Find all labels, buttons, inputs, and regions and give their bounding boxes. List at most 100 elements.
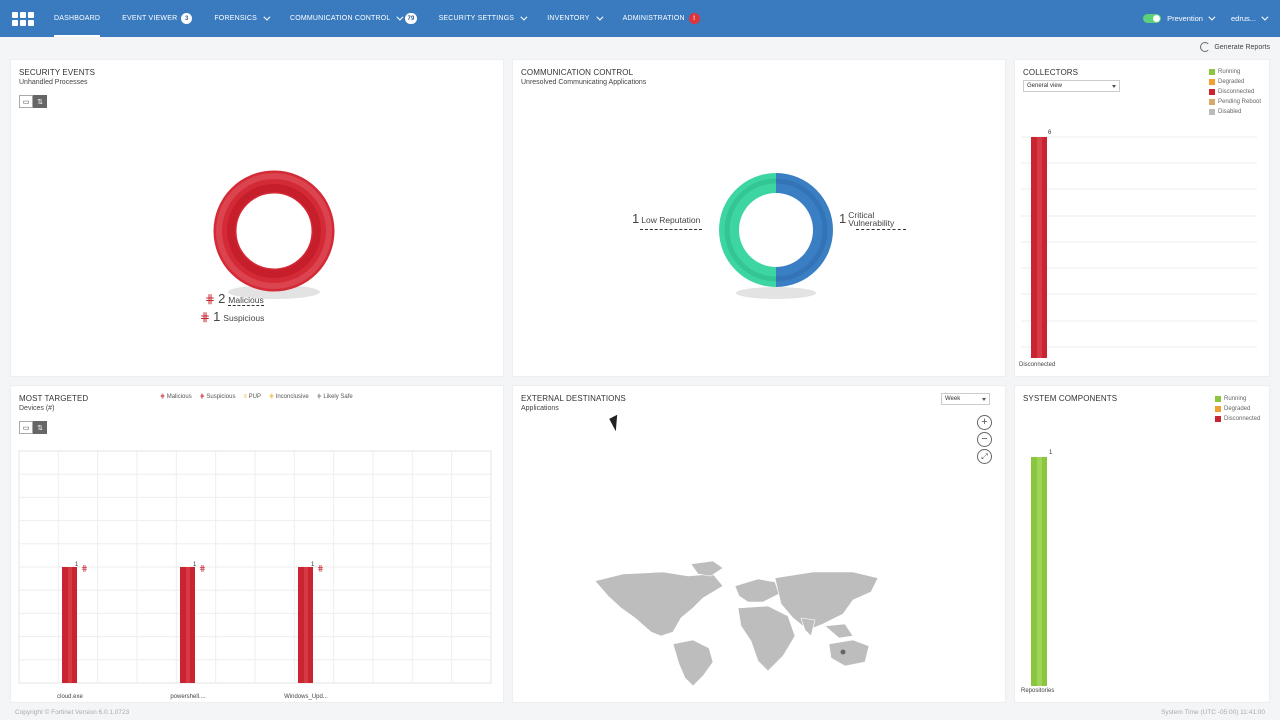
collectors-view-select[interactable]: General view bbox=[1023, 80, 1120, 92]
low-reputation-label[interactable]: 1 Low Reputation bbox=[632, 211, 701, 226]
legend-degraded: Degraded bbox=[1215, 404, 1260, 414]
copyright-text: Copyright © Fortinet Version 6.0.1.0723 bbox=[15, 709, 130, 716]
bug-suspicious-icon: ⋕ bbox=[199, 394, 205, 400]
bar-value-label: 1 bbox=[193, 562, 197, 568]
system-components-legend: Running Degraded Disconnected bbox=[1215, 394, 1260, 424]
device-label[interactable]: Windows_Upd... bbox=[284, 694, 328, 700]
chevron-down-icon bbox=[1208, 13, 1216, 21]
australia bbox=[828, 639, 870, 667]
destination-marker-icon[interactable] bbox=[840, 649, 846, 655]
system-time: System Time (UTC -05:00) 11:41:00 bbox=[1161, 709, 1265, 716]
bar-category-label: Repositories bbox=[1021, 688, 1055, 694]
chevron-down-icon bbox=[1261, 13, 1269, 21]
collectors-panel: COLLECTORS General view Running Degraded… bbox=[1014, 59, 1270, 377]
user-menu[interactable]: edrus... bbox=[1231, 13, 1269, 23]
process-view-icon[interactable]: ⇅ bbox=[33, 95, 47, 108]
system-components-chart bbox=[1031, 457, 1047, 686]
security-events-panel: SECURITY EVENTS Unhandled Processes ▭ ⇅ … bbox=[10, 59, 504, 377]
device-label[interactable]: powershell.... bbox=[170, 694, 206, 700]
panel-title: COMMUNICATION CONTROL bbox=[521, 68, 634, 77]
panel-title: COLLECTORS bbox=[1023, 68, 1079, 77]
bar-highlight bbox=[68, 567, 72, 683]
bar-value-label: 1 bbox=[1049, 450, 1053, 456]
asia bbox=[774, 571, 879, 631]
legend-disconnected: Disconnected bbox=[1209, 87, 1261, 97]
bug-suspicious-icon: ⋕ bbox=[200, 310, 211, 324]
event-viewer-badge: 3 bbox=[181, 13, 193, 24]
legend-disconnected: Disconnected bbox=[1215, 414, 1260, 424]
computer-view-icon[interactable]: ▭ bbox=[19, 95, 33, 108]
nav-administration[interactable]: ADMINISTRATION! bbox=[623, 0, 700, 37]
malicious-ring[interactable] bbox=[213, 170, 335, 292]
critical-vulnerability-label[interactable]: 1 Critical Vulnerability bbox=[839, 210, 895, 228]
bar-value-label: 6 bbox=[1048, 130, 1052, 136]
collectors-chart bbox=[1021, 136, 1257, 358]
legend-running: Running bbox=[1209, 67, 1261, 77]
bar-value-label: 1 bbox=[75, 562, 79, 568]
southeast-asia bbox=[824, 623, 854, 639]
bar-highlight bbox=[186, 567, 190, 683]
communication-donut bbox=[719, 173, 833, 299]
bug-malicious-icon: ⋕ bbox=[81, 564, 88, 573]
dropdown-arrow-icon bbox=[1112, 84, 1116, 88]
chevron-down-icon bbox=[595, 13, 604, 21]
bar-category-label: Disconnected bbox=[1019, 362, 1056, 368]
panel-subtitle: Devices (#) bbox=[19, 405, 55, 412]
legend-malicious[interactable]: ⋕ Malicious bbox=[160, 394, 192, 400]
legend-running: Running bbox=[1215, 394, 1260, 404]
nav-inventory[interactable]: INVENTORY bbox=[547, 0, 604, 37]
zoom-in-icon[interactable]: + bbox=[977, 415, 992, 430]
top-nav-bar: DASHBOARD EVENT VIEWER 3 FORENSICS COMMUN… bbox=[0, 0, 1280, 37]
generate-reports-button[interactable]: Generate Reports bbox=[1200, 42, 1270, 52]
view-toggle: ▭ ⇅ bbox=[19, 421, 47, 434]
device-label[interactable]: cloud.exe bbox=[57, 694, 83, 700]
communication-control-panel: COMMUNICATION CONTROL Unresolved Communi… bbox=[512, 59, 1006, 377]
pup-icon: ≡ bbox=[243, 393, 247, 400]
panel-title: SECURITY EVENTS bbox=[19, 68, 96, 77]
world-map[interactable] bbox=[513, 386, 1007, 704]
collectors-legend: Running Degraded Disconnected Pending Re… bbox=[1209, 67, 1261, 117]
fortinet-logo-icon[interactable] bbox=[12, 11, 34, 26]
legend-inconclusive[interactable]: ⋕ Inconclusive bbox=[268, 394, 309, 400]
nav-dashboard[interactable]: DASHBOARD bbox=[54, 0, 101, 37]
administration-alert-badge: ! bbox=[688, 13, 700, 24]
legend-likely-safe[interactable]: ⋕ Likely Safe bbox=[316, 394, 353, 400]
likely-safe-icon: ⋕ bbox=[316, 394, 322, 400]
legend-degraded: Degraded bbox=[1209, 77, 1261, 87]
inconclusive-icon: ⋕ bbox=[268, 394, 274, 400]
donut-shadow bbox=[228, 285, 320, 299]
bar-highlight bbox=[304, 567, 308, 683]
prevention-mode-toggle[interactable]: Prevention bbox=[1143, 13, 1216, 23]
malicious-summary[interactable]: ⋕ 2 Malicious bbox=[205, 291, 264, 306]
legend-disabled: Disabled bbox=[1209, 107, 1261, 117]
greenland bbox=[690, 560, 724, 577]
chevron-down-icon bbox=[396, 13, 404, 21]
nav-communication-control[interactable]: COMMUNICATION CONTROL 79 bbox=[289, 13, 417, 24]
zoom-out-icon[interactable]: − bbox=[977, 432, 992, 447]
nav-security-settings[interactable]: SECURITY SETTINGS bbox=[439, 0, 528, 37]
bug-malicious-icon: ⋕ bbox=[317, 564, 324, 573]
suspicious-summary[interactable]: ⋕ 1 Suspicious bbox=[200, 309, 265, 324]
chevron-down-icon bbox=[263, 13, 271, 21]
outer-ring bbox=[216, 173, 332, 289]
computer-view-icon[interactable]: ▭ bbox=[19, 421, 33, 434]
time-range-select[interactable]: Week bbox=[941, 393, 990, 405]
dropdown-arrow-icon bbox=[982, 397, 986, 401]
africa bbox=[737, 605, 796, 672]
europe bbox=[734, 578, 780, 603]
nav-forensics[interactable]: FORENSICS bbox=[214, 0, 271, 37]
nav-event-viewer[interactable]: EVENT VIEWER 3 bbox=[122, 0, 193, 37]
security-events-donut bbox=[213, 170, 335, 299]
system-components-panel: SYSTEM COMPONENTS Running Degraded Disco… bbox=[1014, 385, 1270, 703]
legend-suspicious[interactable]: ⋕ Suspicious bbox=[199, 394, 236, 400]
external-destinations-panel: EXTERNAL DESTINATIONS Applications Week … bbox=[512, 385, 1006, 703]
process-view-icon[interactable]: ⇅ bbox=[33, 421, 47, 434]
south-america bbox=[672, 639, 714, 687]
critical-leader bbox=[856, 229, 906, 230]
panel-title: EXTERNAL DESTINATIONS bbox=[521, 394, 626, 403]
bug-malicious-icon: ⋕ bbox=[205, 292, 216, 306]
reset-zoom-icon[interactable]: ⤢ bbox=[977, 449, 992, 464]
legend-pup[interactable]: ≡ PUP bbox=[243, 393, 261, 400]
panel-title: SYSTEM COMPONENTS bbox=[1023, 394, 1118, 403]
